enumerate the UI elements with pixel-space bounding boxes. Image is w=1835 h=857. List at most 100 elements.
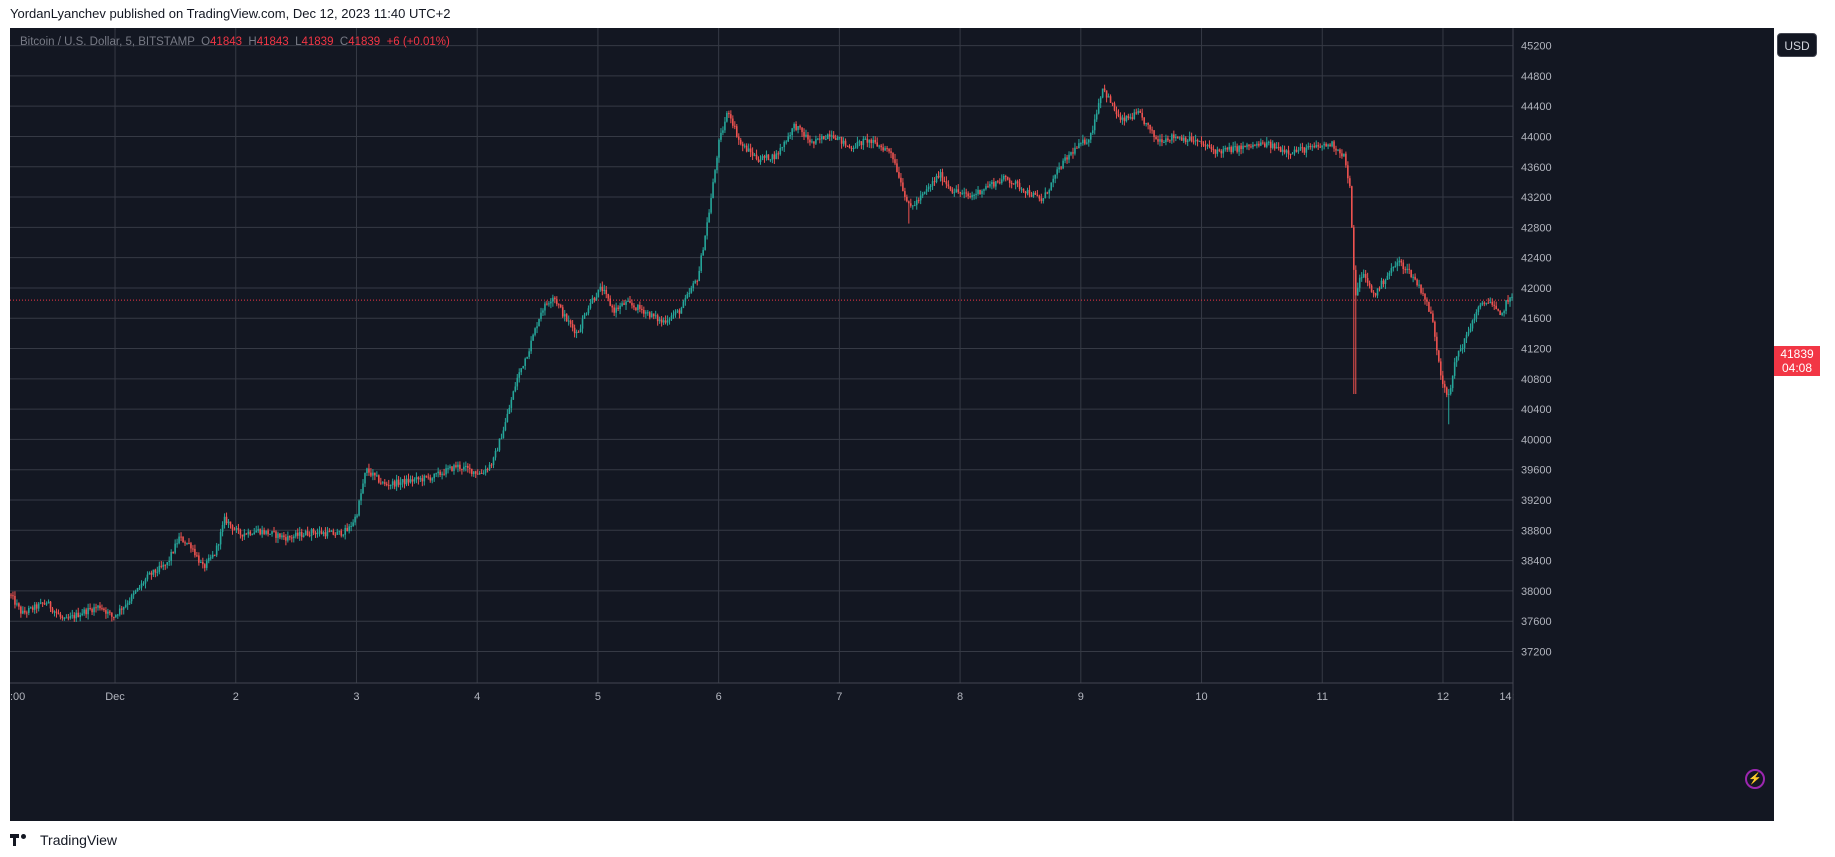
- candle-body: [166, 562, 169, 566]
- candle-body: [643, 309, 645, 314]
- candle-body: [945, 181, 948, 185]
- candle-body: [963, 192, 966, 194]
- candle-body: [467, 465, 469, 468]
- candle-body: [1473, 318, 1476, 321]
- candle-body: [811, 141, 813, 143]
- candle-body: [1006, 177, 1009, 180]
- candle-body: [1505, 300, 1507, 312]
- candle-body: [743, 145, 746, 147]
- candle-body: [929, 185, 932, 187]
- candle-body: [328, 531, 331, 533]
- candle-body: [1091, 130, 1094, 134]
- candle-body: [1066, 157, 1068, 160]
- candlestick-chart[interactable]: 37200 37600 38000 38400 38800 39200 39600 40000…: [10, 28, 1774, 821]
- candle-body: [991, 181, 993, 185]
- candle-body: [735, 126, 738, 137]
- candle-body: [603, 289, 606, 292]
- candle-body: [431, 478, 434, 481]
- candle-body: [1420, 284, 1422, 293]
- candle-body: [1438, 350, 1440, 362]
- candle-body: [993, 181, 995, 187]
- candle-body: [111, 612, 113, 617]
- candle-body: [486, 468, 489, 470]
- candle-body: [69, 616, 72, 619]
- candle-body: [103, 608, 105, 611]
- candle-body: [621, 303, 623, 306]
- candle-body: [1477, 307, 1480, 312]
- candle-body: [1410, 269, 1412, 278]
- candle-body: [455, 465, 457, 468]
- candle-body: [1275, 147, 1278, 149]
- candle-body: [1443, 384, 1446, 388]
- candle-body: [354, 516, 356, 523]
- candle-body: [35, 604, 38, 609]
- candle-body: [1499, 310, 1501, 316]
- candle-body: [346, 527, 348, 532]
- candle-body: [243, 533, 246, 537]
- candle-body: [338, 530, 341, 532]
- y-tick-label: 40400: [1521, 404, 1552, 416]
- candle-body: [969, 196, 971, 198]
- candle-body: [1372, 292, 1375, 294]
- candle-body: [1408, 268, 1410, 270]
- candle-body: [476, 473, 479, 475]
- candle-body: [694, 280, 697, 284]
- candle-body: [710, 198, 712, 213]
- candle-body: [989, 184, 991, 187]
- candle-body: [1327, 144, 1329, 147]
- candle-body: [233, 529, 236, 531]
- candle-body: [1058, 167, 1060, 170]
- candle-body: [587, 308, 590, 314]
- lightning-icon[interactable]: ⚡: [1745, 769, 1765, 789]
- candle-body: [852, 148, 855, 150]
- candle-body: [79, 614, 82, 618]
- candle-body: [465, 465, 467, 467]
- candle-body: [824, 139, 827, 141]
- candle-body: [755, 154, 758, 160]
- candle-body: [1042, 198, 1045, 202]
- candle-body: [534, 328, 536, 335]
- candle-body: [751, 152, 754, 156]
- candle-body: [1392, 266, 1395, 269]
- candle-body: [538, 319, 540, 327]
- candle-body: [965, 192, 967, 194]
- footer-branding: TradingView: [10, 823, 410, 857]
- candle-body: [597, 289, 600, 298]
- candle-body: [686, 294, 689, 299]
- x-tick-label: 6: [716, 691, 722, 703]
- candle-body: [674, 311, 677, 315]
- candle-body: [585, 313, 588, 315]
- candle-body: [836, 137, 839, 140]
- candle-body: [1487, 302, 1490, 304]
- candle-body: [1121, 117, 1124, 120]
- candle-body: [997, 181, 999, 183]
- candle-body: [1374, 293, 1377, 296]
- candle-body: [225, 516, 228, 524]
- candle-body: [213, 554, 216, 556]
- candle-body: [1265, 142, 1268, 147]
- candle-body: [95, 607, 97, 609]
- candle-body: [1153, 130, 1155, 138]
- candle-body: [51, 608, 54, 613]
- candle-body: [506, 413, 509, 423]
- candle-body: [1000, 179, 1003, 183]
- candle-body: [219, 531, 222, 545]
- candle-body: [668, 319, 671, 321]
- candle-body: [1242, 145, 1244, 150]
- candle-body: [1175, 136, 1177, 139]
- candle-body: [1018, 182, 1021, 189]
- currency-button[interactable]: USD: [1777, 33, 1817, 57]
- candle-body: [387, 484, 390, 486]
- candle-body: [1269, 141, 1272, 148]
- candle-body: [1481, 302, 1484, 305]
- candle-body: [840, 136, 843, 144]
- candle-body: [37, 603, 40, 609]
- candle-body: [1376, 288, 1379, 296]
- candle-body: [518, 372, 521, 378]
- candle-body: [1273, 143, 1276, 149]
- candle-body: [447, 468, 449, 470]
- candle-body: [393, 481, 396, 487]
- candle-body: [429, 477, 432, 481]
- candle-body: [791, 128, 793, 136]
- candle-body: [563, 314, 566, 317]
